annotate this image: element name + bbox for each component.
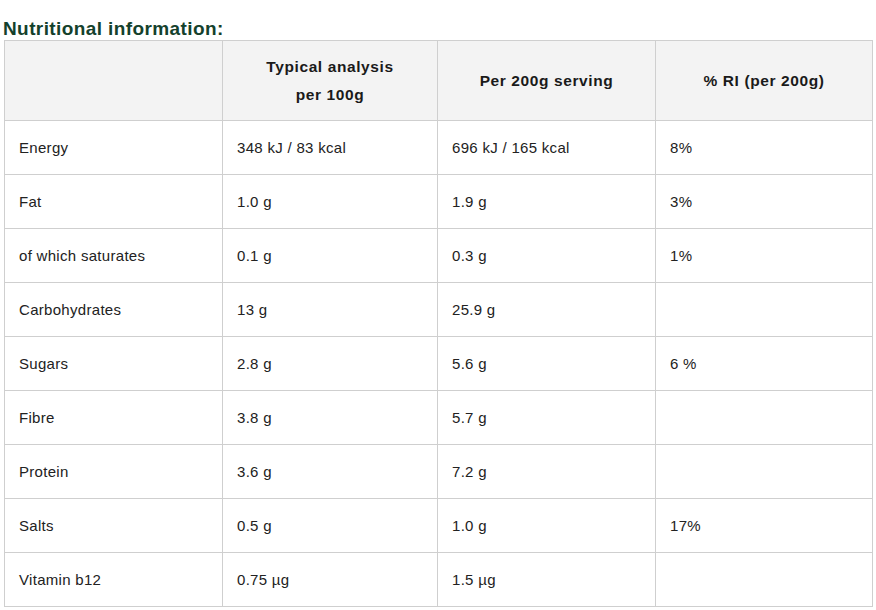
table-row: Sugars 2.8 g 5.6 g 6 % xyxy=(5,337,873,391)
row-label: Vitamin b12 xyxy=(5,553,223,607)
table-row: Salts 0.5 g 1.0 g 17% xyxy=(5,499,873,553)
cell-per200g: 5.6 g xyxy=(438,337,656,391)
cell-per100g: 1.0 g xyxy=(223,175,438,229)
cell-per200g: 1.9 g xyxy=(438,175,656,229)
row-label: Sugars xyxy=(5,337,223,391)
cell-per100g: 0.1 g xyxy=(223,229,438,283)
row-label: Fat xyxy=(5,175,223,229)
table-row: Vitamin b12 0.75 µg 1.5 µg xyxy=(5,553,873,607)
row-label: of which saturates xyxy=(5,229,223,283)
cell-ri: 1% xyxy=(656,229,873,283)
page-title: Nutritional information: xyxy=(3,18,224,40)
header-cell-per100g: Typical analysis per 100g xyxy=(223,41,438,121)
cell-ri xyxy=(656,391,873,445)
cell-per200g: 0.3 g xyxy=(438,229,656,283)
cell-per100g: 13 g xyxy=(223,283,438,337)
cell-per100g: 3.6 g xyxy=(223,445,438,499)
row-label: Fibre xyxy=(5,391,223,445)
cell-per100g: 0.75 µg xyxy=(223,553,438,607)
cell-per100g: 3.8 g xyxy=(223,391,438,445)
row-label: Carbohydrates xyxy=(5,283,223,337)
table-row: of which saturates 0.1 g 0.3 g 1% xyxy=(5,229,873,283)
row-label: Salts xyxy=(5,499,223,553)
cell-per100g: 0.5 g xyxy=(223,499,438,553)
table-row: Carbohydrates 13 g 25.9 g xyxy=(5,283,873,337)
cell-ri: 3% xyxy=(656,175,873,229)
nutrition-table: Typical analysis per 100g Per 200g servi… xyxy=(4,40,873,607)
table-row: Protein 3.6 g 7.2 g xyxy=(5,445,873,499)
table-row: Energy 348 kJ / 83 kcal 696 kJ / 165 kca… xyxy=(5,121,873,175)
header-cell-per200g: Per 200g serving xyxy=(438,41,656,121)
nutrition-page: Nutritional information: Typical analysi… xyxy=(0,0,876,610)
cell-per100g: 348 kJ / 83 kcal xyxy=(223,121,438,175)
cell-per200g: 1.0 g xyxy=(438,499,656,553)
cell-ri: 17% xyxy=(656,499,873,553)
cell-per200g: 25.9 g xyxy=(438,283,656,337)
cell-ri xyxy=(656,283,873,337)
header-cell-blank xyxy=(5,41,223,121)
table-row: Fat 1.0 g 1.9 g 3% xyxy=(5,175,873,229)
header-cell-ri: % RI (per 200g) xyxy=(656,41,873,121)
row-label: Protein xyxy=(5,445,223,499)
cell-per200g: 7.2 g xyxy=(438,445,656,499)
cell-ri: 8% xyxy=(656,121,873,175)
row-label: Energy xyxy=(5,121,223,175)
cell-per200g: 696 kJ / 165 kcal xyxy=(438,121,656,175)
cell-ri: 6 % xyxy=(656,337,873,391)
cell-per100g: 2.8 g xyxy=(223,337,438,391)
table-row: Fibre 3.8 g 5.7 g xyxy=(5,391,873,445)
cell-ri xyxy=(656,553,873,607)
table-header: Typical analysis per 100g Per 200g servi… xyxy=(5,41,873,121)
cell-per200g: 5.7 g xyxy=(438,391,656,445)
cell-ri xyxy=(656,445,873,499)
cell-per200g: 1.5 µg xyxy=(438,553,656,607)
table-body: Energy 348 kJ / 83 kcal 696 kJ / 165 kca… xyxy=(5,121,873,607)
header-row: Typical analysis per 100g Per 200g servi… xyxy=(5,41,873,121)
